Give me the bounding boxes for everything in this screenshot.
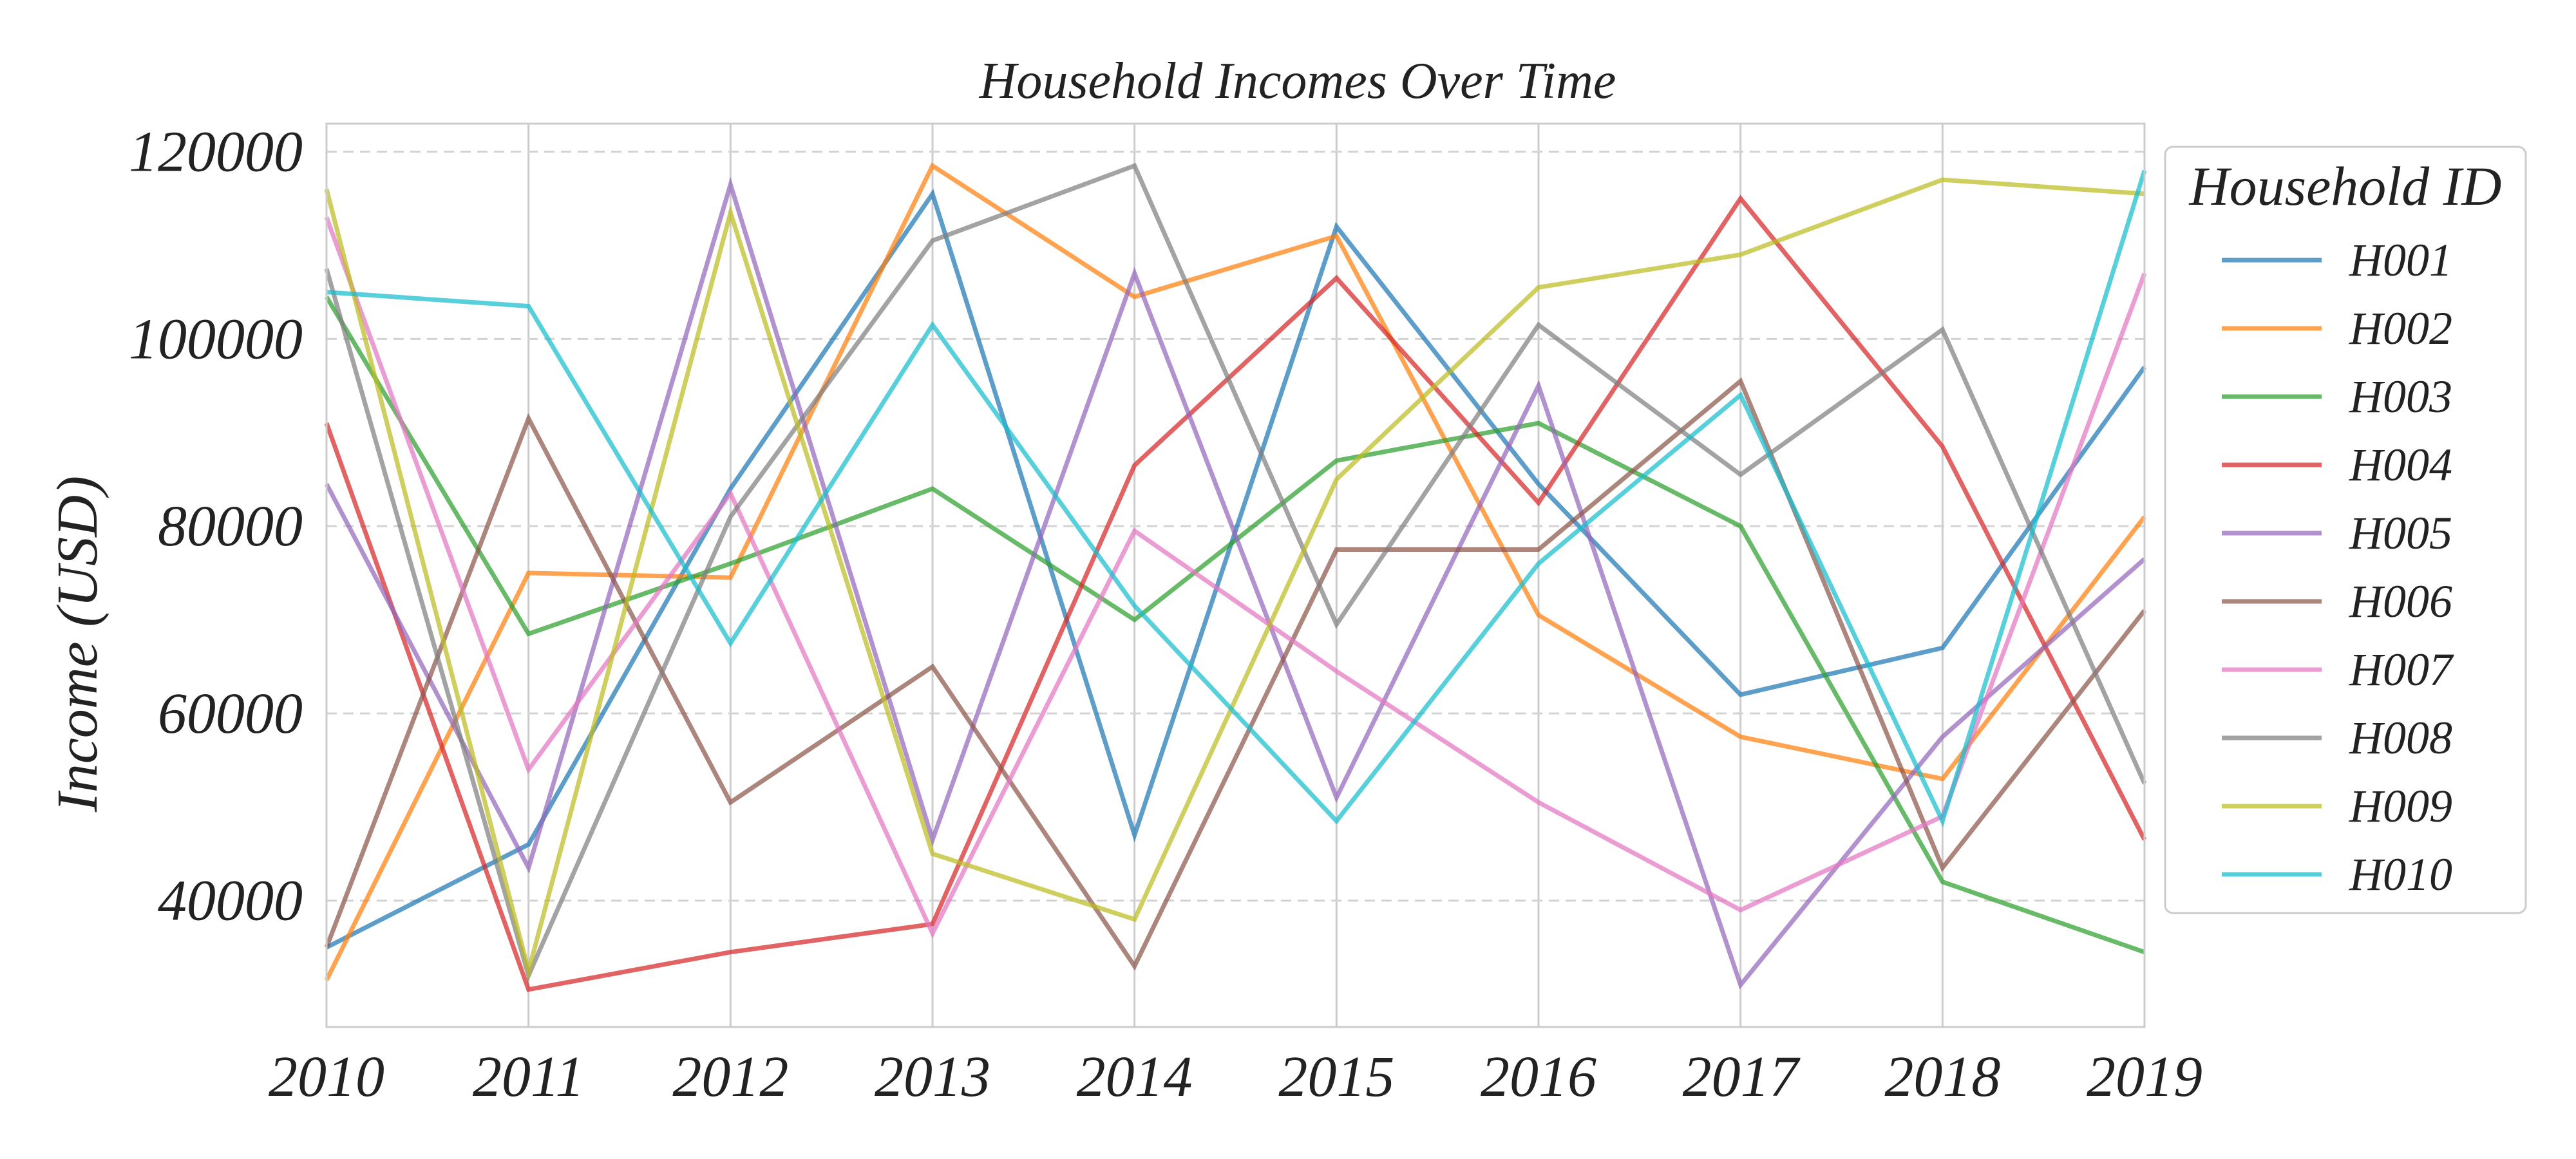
x-tick-label: 2016: [1481, 1045, 1596, 1109]
x-tick-label: 2013: [875, 1045, 990, 1109]
legend-label-h005: H005: [2349, 507, 2452, 559]
series-line-h007: [324, 216, 2147, 939]
legend-label-h004: H004: [2349, 439, 2452, 491]
series-line-h002: [324, 162, 2146, 981]
legend-title: Household ID: [2189, 155, 2502, 217]
series-line-h009: [324, 177, 2145, 980]
series-line-h008: [324, 162, 2147, 983]
x-tick-labels: 2010 2011 2012 2013 2014 2015 2016 2017 2018 2019: [269, 1045, 2202, 1109]
x-tick-label: 2010: [269, 1045, 384, 1109]
y-tick-labels: 40000 60000 80000 100000 120000: [129, 120, 303, 933]
legend-frame: [2164, 146, 2527, 914]
y-tick-label: 60000: [158, 682, 303, 746]
legend-label-h006: H006: [2349, 576, 2452, 627]
series-line-h006: [324, 377, 2146, 971]
legend-items: H001 H002 H003 H004 H005 H006 H007 H008 H009 H010: [2222, 234, 2454, 900]
legend: Household ID H001H002H003H004H005H006H00…: [2164, 146, 2527, 914]
legend-label-h010: H010: [2349, 849, 2452, 900]
legend-label-h001: H001: [2349, 234, 2452, 286]
x-tick-label: 2018: [1884, 1045, 2000, 1109]
y-tick-label: 80000: [158, 495, 303, 558]
x-tick-label: 2019: [2087, 1045, 2202, 1109]
plot-frame: [325, 122, 2146, 1028]
y-axis-label: Income (USD): [46, 476, 109, 813]
legend-label-h009: H009: [2349, 780, 2452, 832]
x-tick-label: 2011: [473, 1045, 584, 1109]
series-line-h004: [324, 194, 2147, 992]
chart-title: Household Incomes Over Time: [979, 53, 1616, 109]
legend-label-h002: H002: [2349, 303, 2452, 354]
y-tick-label: 100000: [129, 307, 303, 371]
series-line-h010: [326, 169, 2147, 827]
y-tick-label: 40000: [158, 869, 303, 933]
legend-label-h003: H003: [2349, 371, 2452, 422]
series-lines: [324, 162, 2147, 992]
x-tick-label: 2012: [672, 1045, 788, 1109]
y-tick-label: 120000: [129, 120, 303, 184]
legend-label-h008: H008: [2349, 712, 2452, 764]
x-tick-label: 2015: [1278, 1045, 1394, 1109]
legend-label-h007: H007: [2349, 644, 2454, 695]
x-tick-label: 2014: [1077, 1045, 1193, 1109]
x-tick-label: 2017: [1683, 1045, 1801, 1109]
